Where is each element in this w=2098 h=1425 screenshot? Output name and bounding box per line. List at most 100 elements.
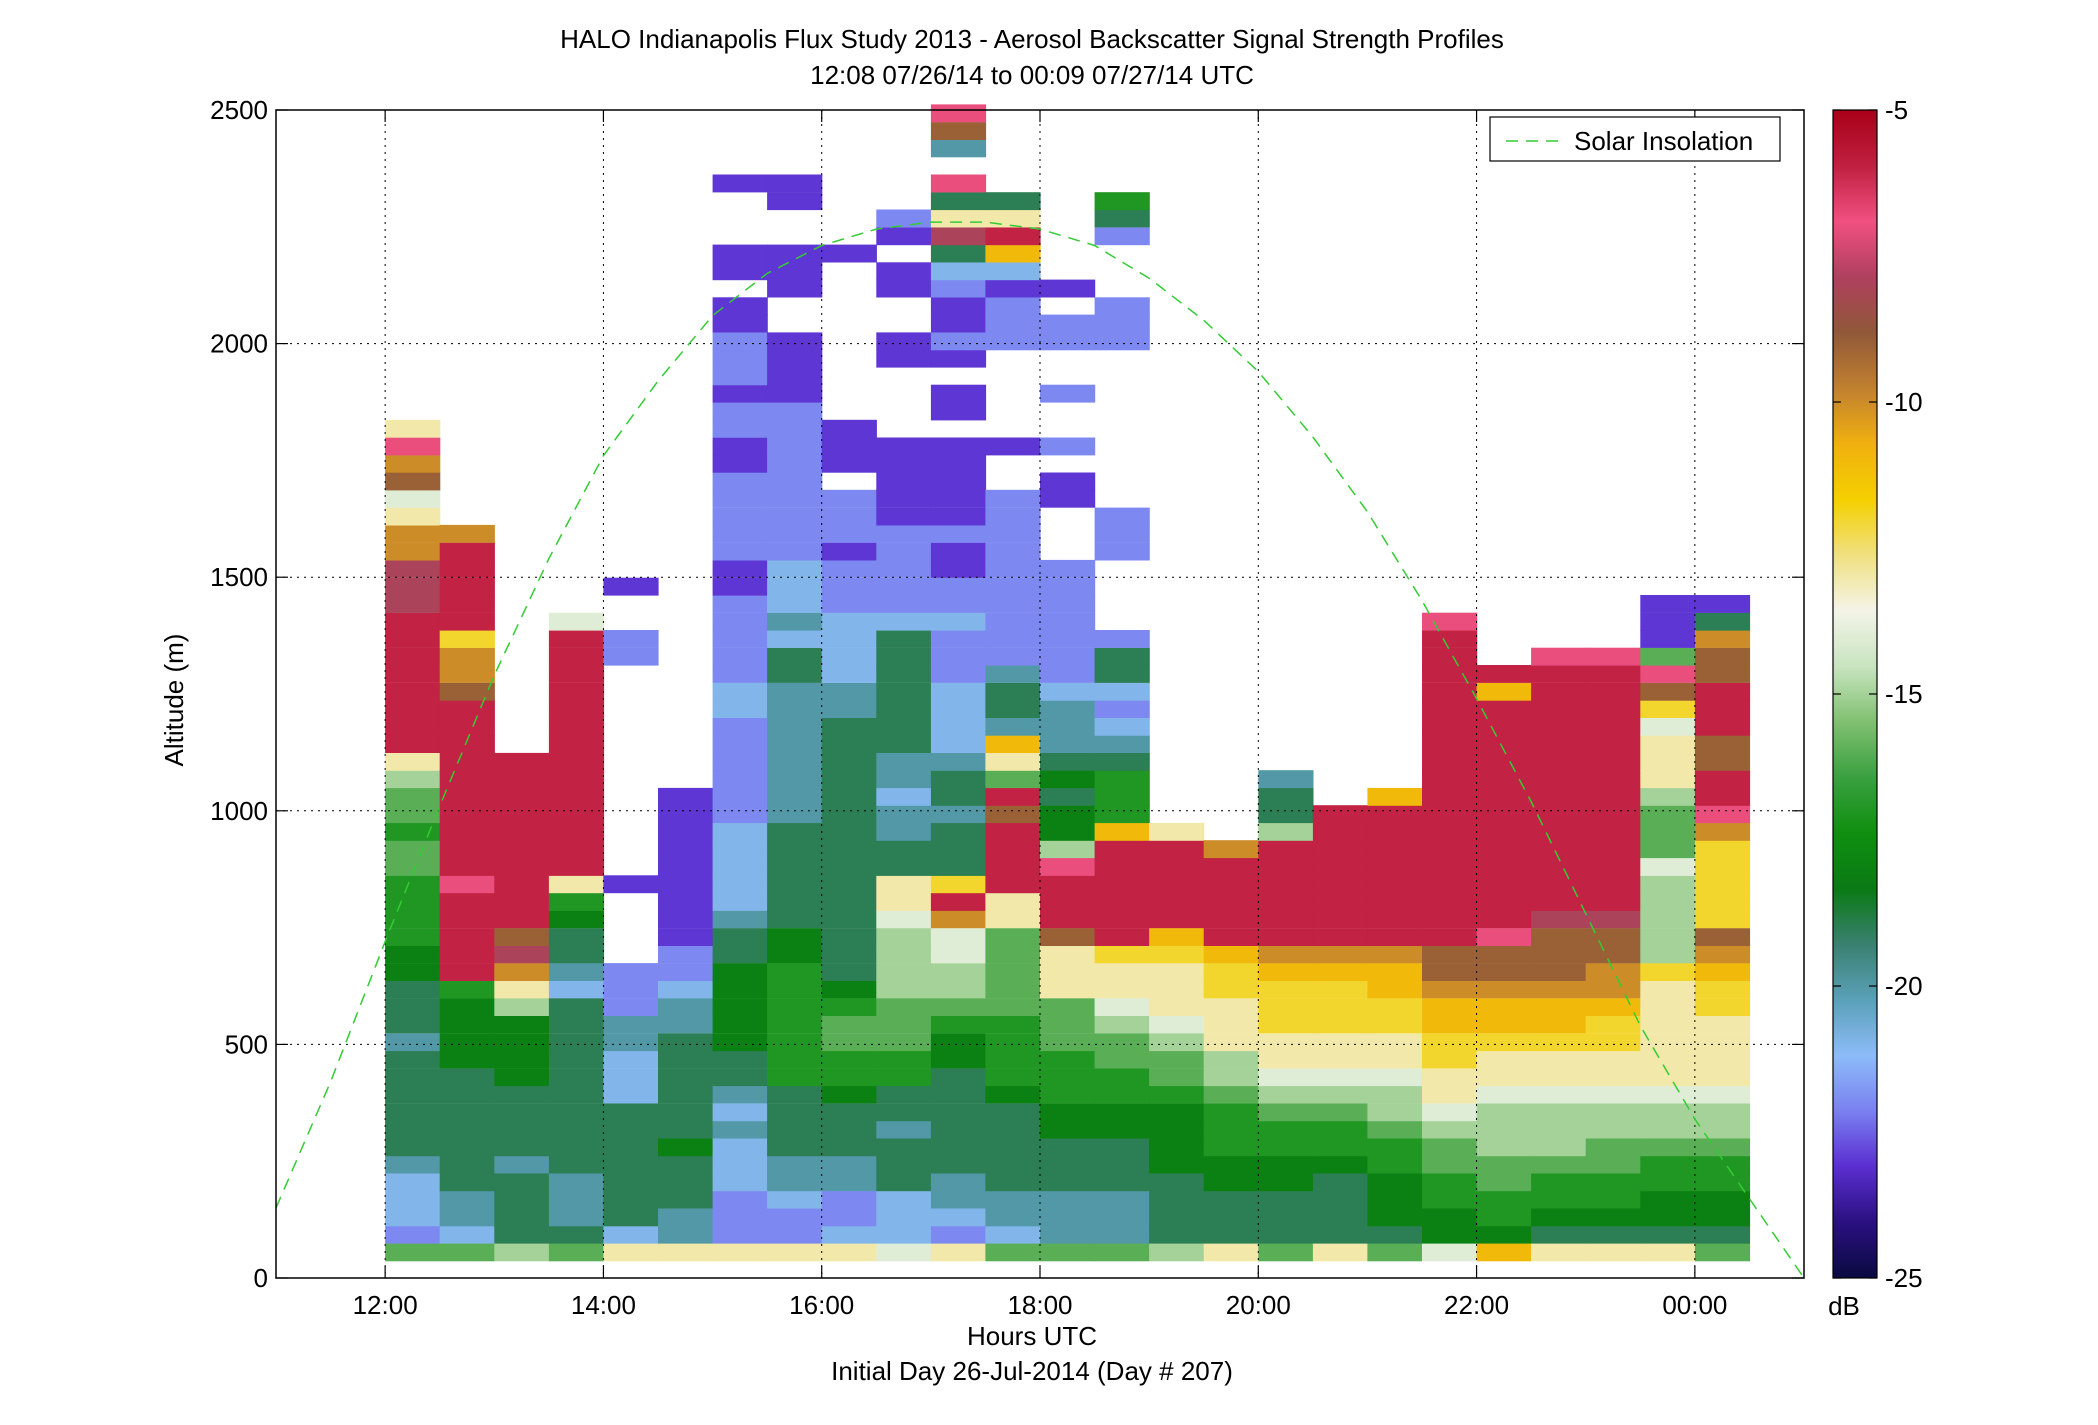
heatmap-cell: [1094, 805, 1150, 824]
heatmap-cell: [985, 297, 1041, 316]
heatmap-cell: [930, 647, 987, 666]
heatmap-cell: [1422, 717, 1478, 736]
heatmap-cell: [876, 524, 932, 543]
heatmap-cell: [439, 805, 495, 824]
heatmap-cell: [712, 437, 768, 456]
heatmap-cell: [985, 1225, 1041, 1244]
heatmap-cell: [1258, 945, 1314, 964]
heatmap-cell: [439, 647, 495, 666]
heatmap-cell: [385, 559, 441, 578]
heatmap-cell: [876, 805, 932, 824]
heatmap-cell: [1094, 1190, 1150, 1209]
heatmap-cell: [1312, 1208, 1369, 1227]
heatmap-cell: [930, 122, 987, 140]
heatmap-cell: [494, 893, 550, 911]
chart-title: HALO Indianapolis Flux Study 2013 - Aero…: [560, 24, 1504, 54]
heatmap-cell: [658, 980, 714, 999]
heatmap-cell: [1476, 858, 1532, 876]
heatmap-cell: [821, 665, 877, 683]
heatmap-cell: [1258, 998, 1314, 1016]
heatmap-cell: [985, 1173, 1041, 1192]
heatmap-cell: [1312, 805, 1369, 824]
heatmap-cell: [1694, 700, 1751, 718]
colorbar-tick-label: -20: [1885, 971, 1923, 1001]
heatmap-cell: [821, 419, 877, 438]
heatmap-cell: [767, 402, 823, 421]
heatmap-cell: [1585, 787, 1641, 806]
heatmap-cell: [876, 945, 932, 964]
heatmap-cell: [1694, 998, 1751, 1016]
heatmap-cell: [603, 1208, 659, 1227]
heatmap-cell: [821, 647, 877, 666]
heatmap-cell: [1531, 1243, 1587, 1262]
heatmap-cell: [548, 910, 605, 929]
heatmap-cell: [1040, 875, 1096, 894]
heatmap-cell: [1585, 805, 1641, 824]
heatmap-cell: [876, 717, 932, 736]
heatmap-cell: [385, 595, 441, 613]
heatmap-cell: [821, 875, 877, 894]
heatmap-cell: [548, 998, 605, 1016]
heatmap-cell: [1367, 1190, 1423, 1209]
heatmap-cell: [1585, 647, 1641, 666]
heatmap-cell: [767, 349, 823, 368]
heatmap-cell: [385, 928, 441, 946]
heatmap-cell: [1203, 910, 1259, 929]
heatmap-cell: [1585, 980, 1641, 999]
heatmap-cell: [767, 1033, 823, 1052]
heatmap-cell: [1367, 805, 1423, 824]
x-tick-label: 22:00: [1444, 1290, 1509, 1320]
heatmap-cell: [767, 454, 823, 473]
heatmap-cell: [1476, 1050, 1532, 1069]
heatmap-cell: [930, 998, 987, 1016]
heatmap-cell: [385, 1085, 441, 1104]
heatmap-cell: [548, 1015, 605, 1034]
heatmap-cell: [1422, 1103, 1478, 1122]
heatmap-cell: [439, 980, 495, 999]
heatmap-cell: [1422, 858, 1478, 876]
heatmap-cell: [1203, 840, 1259, 859]
heatmap-cell: [658, 1085, 714, 1104]
heatmap-cell: [385, 998, 441, 1016]
heatmap-cell: [1094, 963, 1150, 981]
y-tick-label: 1000: [210, 796, 268, 826]
heatmap-cell: [1203, 1050, 1259, 1069]
heatmap-cell: [385, 489, 441, 508]
heatmap-cell: [1531, 770, 1587, 789]
heatmap-cell: [876, 489, 932, 508]
heatmap-cell: [494, 1085, 550, 1104]
heatmap-cell: [1476, 717, 1532, 736]
heatmap-cell: [821, 805, 877, 824]
heatmap-cell: [985, 314, 1041, 333]
heatmap-cell: [876, 209, 932, 228]
heatmap-cell: [876, 980, 932, 999]
heatmap-cell: [439, 1173, 495, 1192]
heatmap-cell: [1040, 1208, 1096, 1227]
heatmap-cell: [1640, 595, 1696, 613]
heatmap-cell: [439, 998, 495, 1016]
heatmap-cell: [876, 1173, 932, 1192]
heatmap-cell: [658, 963, 714, 981]
heatmap-cell: [1422, 647, 1478, 666]
heatmap-cell: [385, 735, 441, 753]
heatmap-cell: [1312, 1120, 1369, 1139]
heatmap-cell: [712, 349, 768, 368]
heatmap-cell: [1694, 1068, 1751, 1087]
heatmap-cell: [1585, 717, 1641, 736]
heatmap-cell: [876, 1085, 932, 1104]
heatmap-cell: [1040, 682, 1096, 701]
heatmap-cell: [876, 595, 932, 613]
heatmap-cell: [548, 822, 605, 841]
heatmap-cell: [930, 1138, 987, 1157]
heatmap-cell: [1258, 1225, 1314, 1244]
heatmap-cell: [767, 524, 823, 543]
heatmap-cell: [494, 1068, 550, 1087]
heatmap-cell: [1422, 1138, 1478, 1157]
heatmap-cell: [985, 244, 1041, 263]
heatmap-cell: [439, 1208, 495, 1227]
heatmap-cell: [385, 1243, 441, 1262]
heatmap-cell: [1640, 805, 1696, 824]
heatmap-cell: [1094, 770, 1150, 789]
heatmap-cell: [439, 1050, 495, 1069]
heatmap-cell: [930, 717, 987, 736]
